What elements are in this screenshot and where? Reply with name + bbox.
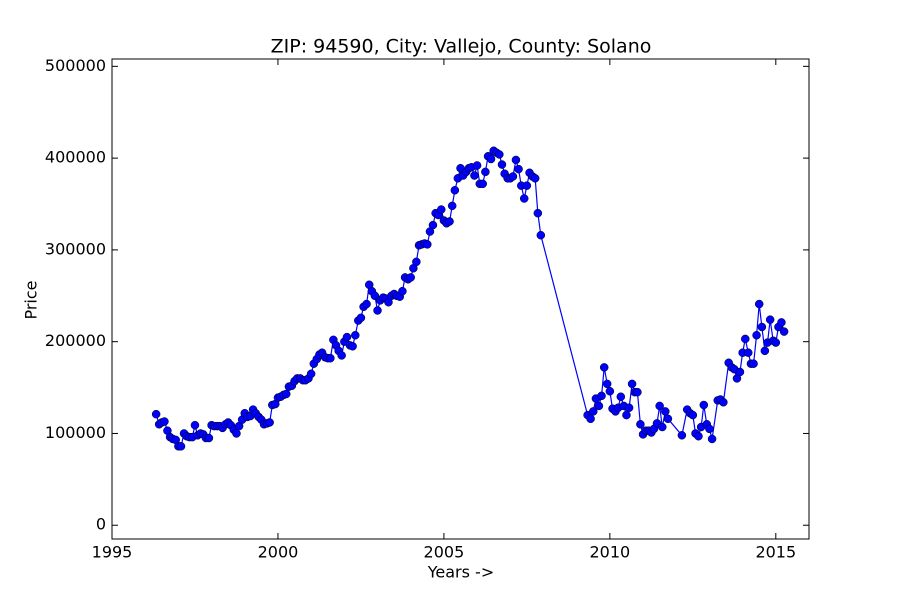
y-axis-label: Price	[22, 280, 41, 319]
price-marker	[536, 230, 546, 240]
x-tick-label: 2010	[589, 543, 630, 562]
price-marker	[348, 342, 357, 351]
price-marker	[741, 334, 750, 344]
price-marker	[627, 379, 637, 389]
price-marker	[707, 434, 717, 444]
price-marker	[470, 171, 479, 180]
price-marker	[757, 322, 767, 332]
y-tick-label: 0	[96, 515, 106, 534]
price-marker	[428, 220, 438, 230]
price-line	[155, 149, 785, 447]
x-tick-label: 2015	[755, 543, 796, 562]
price-marker	[497, 160, 507, 169]
price-marker	[752, 331, 761, 340]
price-marker	[760, 346, 770, 356]
price-marker	[519, 194, 529, 203]
price-marker	[337, 351, 346, 360]
price-marker	[655, 401, 664, 411]
price-marker	[633, 387, 642, 397]
price-marker	[622, 410, 631, 420]
x-tick-label: 2000	[258, 543, 299, 562]
price-marker	[511, 155, 521, 165]
price-marker	[599, 363, 609, 372]
price-marker	[282, 389, 291, 399]
price-marker	[306, 369, 316, 379]
price-marker	[777, 318, 786, 327]
price-marker	[342, 332, 352, 342]
price-marker	[406, 273, 415, 282]
price-marker	[705, 424, 714, 434]
x-tick-label: 1995	[92, 543, 133, 562]
price-marker	[514, 164, 523, 174]
price-marker	[533, 208, 543, 218]
price-marker	[749, 359, 758, 368]
price-marker	[765, 315, 775, 324]
price-marker	[699, 400, 709, 410]
price-marker	[151, 409, 161, 419]
price-marker	[754, 299, 764, 309]
y-tick-label: 500000	[45, 56, 106, 75]
price-marker	[495, 150, 504, 159]
price-marker	[624, 403, 634, 413]
price-marker	[176, 442, 186, 451]
price-marker	[605, 386, 615, 396]
price-marker	[356, 313, 366, 323]
y-tick-label: 100000	[45, 423, 106, 442]
price-marker	[530, 174, 540, 183]
price-marker	[204, 433, 214, 443]
price-marker	[508, 172, 518, 181]
price-marker	[735, 367, 745, 377]
price-marker	[677, 431, 687, 440]
price-marker	[445, 217, 454, 226]
y-tick-label: 400000	[45, 148, 106, 167]
price-marker	[486, 154, 496, 164]
price-marker	[661, 407, 670, 416]
price-marker	[423, 240, 432, 249]
x-axis-label: Years ->	[427, 563, 494, 582]
price-marker	[744, 348, 753, 357]
price-marker	[362, 299, 371, 309]
price-marker	[373, 306, 382, 315]
price-marker	[694, 431, 703, 441]
price-marker	[658, 422, 667, 432]
price-marker	[478, 179, 487, 189]
price-marker	[436, 205, 446, 214]
price-marker	[602, 379, 612, 389]
plot-frame	[111, 58, 810, 540]
price-marker	[594, 401, 604, 411]
price-marker	[447, 201, 457, 211]
price-marker	[472, 161, 482, 170]
price-marker	[663, 414, 673, 424]
price-marker	[586, 414, 595, 424]
price-marker	[771, 338, 781, 347]
price-marker	[326, 353, 335, 363]
price-marker	[636, 420, 645, 429]
price-marker	[232, 429, 241, 438]
price-marker	[481, 167, 490, 177]
price-marker	[589, 407, 598, 416]
price-marker	[616, 392, 626, 401]
price-marker	[719, 398, 728, 407]
x-tick-label: 2005	[424, 543, 465, 562]
price-marker	[398, 286, 407, 296]
price-marker	[450, 185, 460, 195]
y-tick-label: 300000	[45, 239, 106, 258]
price-marker	[190, 420, 200, 430]
chart-title: ZIP: 94590, City: Vallejo, County: Solan…	[271, 36, 652, 58]
price-marker	[522, 181, 532, 190]
y-tick-label: 200000	[45, 331, 106, 350]
price-marker	[160, 417, 169, 426]
price-marker	[688, 410, 698, 420]
price-marker	[412, 257, 421, 267]
price-marker	[779, 327, 789, 336]
price-marker	[597, 391, 606, 401]
price-marker	[265, 418, 274, 427]
price-marker	[351, 331, 360, 340]
